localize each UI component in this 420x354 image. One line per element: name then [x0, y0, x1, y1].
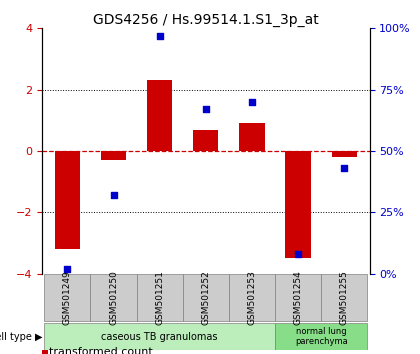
- Text: transformed count: transformed count: [50, 347, 153, 354]
- Text: normal lung
parenchyma: normal lung parenchyma: [295, 327, 347, 346]
- Text: GSM501254: GSM501254: [294, 270, 302, 325]
- FancyBboxPatch shape: [275, 323, 368, 350]
- Text: caseous TB granulomas: caseous TB granulomas: [101, 332, 218, 342]
- FancyBboxPatch shape: [229, 274, 275, 321]
- Point: [64, 266, 71, 272]
- FancyBboxPatch shape: [183, 274, 229, 321]
- FancyBboxPatch shape: [90, 274, 136, 321]
- Point: [295, 251, 302, 257]
- FancyBboxPatch shape: [44, 274, 90, 321]
- Bar: [101, 151, 126, 160]
- FancyBboxPatch shape: [136, 274, 183, 321]
- Text: GSM501255: GSM501255: [340, 270, 349, 325]
- Text: GSM501252: GSM501252: [201, 270, 210, 325]
- Bar: [331, 151, 357, 157]
- Text: GSM501253: GSM501253: [247, 270, 257, 325]
- Bar: [286, 151, 311, 258]
- Text: GSM501251: GSM501251: [155, 270, 164, 325]
- Point: [156, 33, 163, 39]
- Text: cell type ▶: cell type ▶: [0, 332, 42, 342]
- Point: [202, 107, 209, 112]
- Bar: [147, 80, 172, 151]
- Point: [110, 192, 117, 198]
- Title: GDS4256 / Hs.99514.1.S1_3p_at: GDS4256 / Hs.99514.1.S1_3p_at: [93, 13, 319, 27]
- Bar: [193, 130, 218, 151]
- FancyBboxPatch shape: [44, 323, 275, 350]
- Bar: [239, 124, 265, 151]
- Point: [341, 165, 348, 171]
- Text: GSM501249: GSM501249: [63, 270, 72, 325]
- Bar: [55, 151, 80, 249]
- FancyBboxPatch shape: [275, 274, 321, 321]
- Point: [249, 99, 255, 105]
- FancyBboxPatch shape: [321, 274, 368, 321]
- Text: GSM501250: GSM501250: [109, 270, 118, 325]
